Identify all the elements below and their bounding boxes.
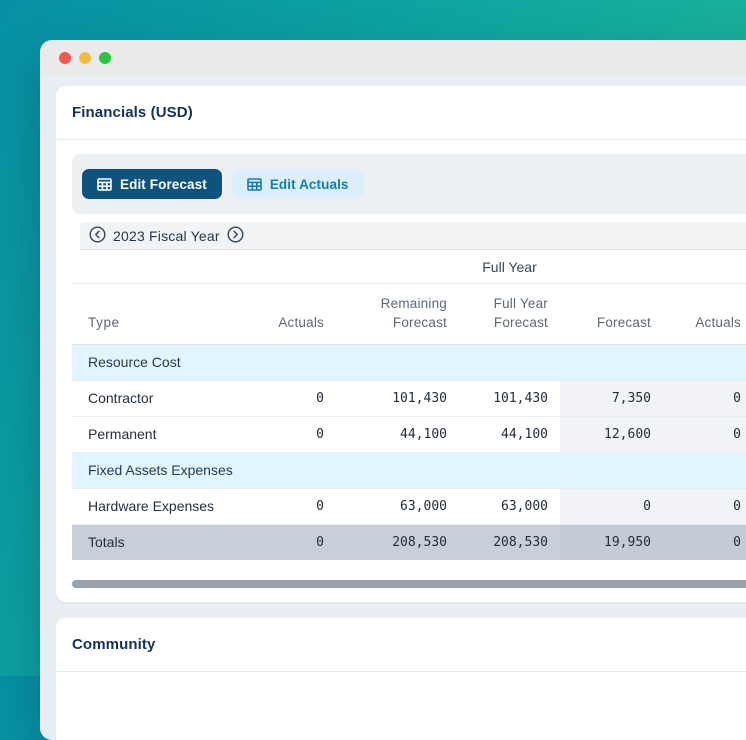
financials-table-wrap: Full Year Type Actuals Remaining Forecast Fu…	[72, 252, 746, 560]
financials-card-header: Financials (USD)	[56, 86, 746, 140]
financials-card-content: Edit Forecast Edit Actual	[56, 140, 746, 602]
table-group-header-row: Full Year	[72, 252, 746, 284]
column-header: Type	[72, 283, 250, 345]
value-cell: 63,000	[336, 488, 459, 525]
table-row: Contractor 0 101,430 101,430 7,350 0	[72, 380, 746, 417]
chevron-right-circle-icon	[227, 225, 244, 246]
minimize-window-button[interactable]	[79, 52, 91, 64]
row-label: Hardware Expenses	[72, 488, 250, 525]
table-row: Permanent 0 44,100 44,100 12,600 0	[72, 416, 746, 453]
previous-fiscal-year-button[interactable]	[88, 225, 106, 246]
row-label: Contractor	[72, 380, 250, 417]
community-card-content	[56, 672, 746, 740]
column-header: Remaining Forecast	[336, 283, 459, 345]
community-card-header: Community	[56, 618, 746, 672]
community-card: Community	[56, 618, 746, 740]
horizontal-scrollbar-thumb[interactable]	[72, 580, 746, 588]
window-body: Financials (USD)	[40, 76, 746, 740]
value-cell: 208,530	[459, 524, 560, 560]
value-cell: 0	[663, 380, 746, 417]
value-cell: 0	[663, 488, 746, 525]
column-header: Actuals	[663, 283, 746, 345]
column-header: Actuals	[250, 283, 336, 345]
table-row: Hardware Expenses 0 63,000 63,000 0 0	[72, 488, 746, 525]
next-fiscal-year-button[interactable]	[227, 225, 245, 246]
value-cell: 12,600	[560, 416, 663, 453]
value-cell: 44,100	[459, 416, 560, 453]
window-titlebar	[40, 40, 746, 76]
financials-title: Financials (USD)	[72, 104, 193, 121]
column-header: Forecast	[560, 283, 663, 345]
value-cell: 0	[250, 380, 336, 417]
value-cell: 0	[250, 488, 336, 525]
community-title: Community	[72, 636, 156, 653]
edit-forecast-button[interactable]: Edit Forecast	[82, 169, 222, 199]
row-label: Permanent	[72, 416, 250, 453]
horizontal-scrollbar	[72, 580, 746, 588]
value-cell: 63,000	[459, 488, 560, 525]
value-cell: 0	[250, 524, 336, 560]
financials-table-body: Resource Cost Contractor 0 101,430 101,430 7,…	[72, 344, 746, 560]
table-grid-icon	[97, 177, 112, 191]
value-cell: 44,100	[336, 416, 459, 453]
column-header: Full Year Forecast	[459, 283, 560, 345]
group-header-spacer	[560, 252, 746, 284]
value-cell: 101,430	[336, 380, 459, 417]
value-cell: 101,430	[459, 380, 560, 417]
edit-actuals-label: Edit Actuals	[269, 176, 349, 192]
group-header-spacer	[72, 252, 459, 284]
maximize-window-button[interactable]	[99, 52, 111, 64]
value-cell: 0	[663, 524, 746, 560]
value-cell: 0	[560, 488, 663, 525]
chevron-left-circle-icon	[88, 225, 106, 246]
section-label: Fixed Assets Expenses	[72, 452, 746, 489]
table-grid-icon	[247, 177, 262, 191]
financials-toolbar: Edit Forecast Edit Actual	[72, 154, 746, 214]
financials-table-head: Full Year Type Actuals Remaining Forecast Fu…	[72, 252, 746, 345]
section-row: Resource Cost	[72, 344, 746, 381]
group-header-full-year: Full Year	[459, 252, 560, 284]
value-cell: 208,530	[336, 524, 459, 560]
value-cell: 19,950	[560, 524, 663, 560]
edit-forecast-label: Edit Forecast	[120, 176, 207, 192]
row-label: Totals	[72, 524, 250, 560]
totals-row: Totals 0 208,530 208,530 19,950 0	[72, 524, 746, 560]
table-column-header-row: Type Actuals Remaining Forecast Full Year F…	[72, 283, 746, 345]
edit-actuals-button[interactable]: Edit Actuals	[231, 169, 364, 199]
section-label: Resource Cost	[72, 344, 746, 381]
fiscal-year-label: 2023 Fiscal Year	[113, 227, 220, 244]
value-cell: 0	[250, 416, 336, 453]
app-window: Financials (USD)	[40, 40, 746, 740]
financials-card: Financials (USD)	[56, 86, 746, 602]
close-window-button[interactable]	[59, 52, 71, 64]
value-cell: 7,350	[560, 380, 663, 417]
fiscal-year-bar: 2023 Fiscal Year	[80, 222, 746, 250]
section-row: Fixed Assets Expenses	[72, 452, 746, 489]
financials-table: Full Year Type Actuals Remaining Forecast Fu…	[72, 252, 746, 560]
value-cell: 0	[663, 416, 746, 453]
